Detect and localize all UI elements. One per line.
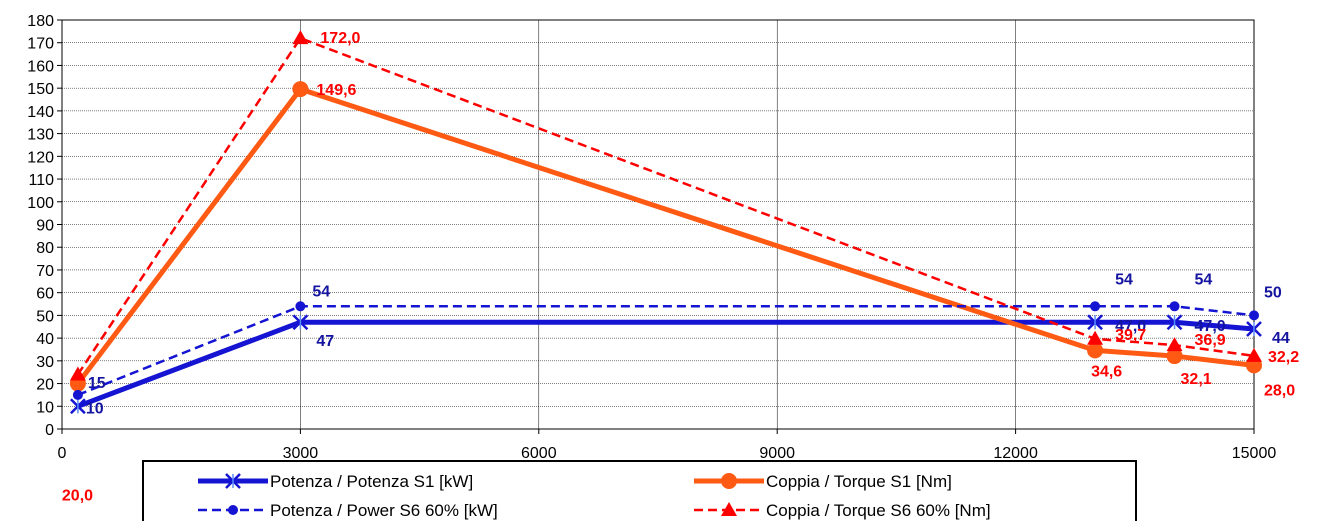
y-tick-label: 160 xyxy=(27,58,54,75)
data-label: 47 xyxy=(316,333,334,350)
x-tick-label: 15000 xyxy=(1232,445,1277,462)
y-tick-label: 110 xyxy=(28,172,54,189)
circle-marker xyxy=(721,473,737,489)
data-label: 47,0 xyxy=(1115,318,1146,335)
y-tick-label: 20 xyxy=(36,377,54,394)
x-tick-label: 6000 xyxy=(521,445,557,462)
dot-marker xyxy=(72,389,83,400)
data-label: 54 xyxy=(1195,271,1213,288)
y-tick-label: 70 xyxy=(36,263,54,280)
dot-marker xyxy=(228,505,238,515)
x-tick-label: 12000 xyxy=(993,445,1038,462)
data-label: 28,0 xyxy=(1264,382,1295,399)
data-label: 47,0 xyxy=(1195,318,1226,335)
dot-marker xyxy=(1249,310,1259,321)
data-label: 39,7 xyxy=(1115,327,1146,344)
dot-marker xyxy=(295,301,306,312)
legend-label: Potenza / Power S6 60% [kW] xyxy=(270,501,498,520)
gridlines xyxy=(62,20,1254,429)
y-tick-label: 10 xyxy=(36,399,54,416)
series-line xyxy=(77,305,1255,397)
triangle-marker xyxy=(69,366,86,381)
series-line xyxy=(77,319,1255,409)
circle-marker xyxy=(292,81,309,98)
y-tick-label: 90 xyxy=(36,218,54,235)
legend-box xyxy=(142,460,1137,521)
legend-label: Potenza / Potenza S1 [kW] xyxy=(270,472,473,491)
dot-marker xyxy=(1169,301,1180,312)
asterisk-marker xyxy=(225,473,241,489)
x-tick-label: 0 xyxy=(58,445,67,462)
triangle-marker xyxy=(721,502,737,516)
circle-marker xyxy=(1087,342,1104,359)
data-label: 44 xyxy=(1272,330,1290,347)
y-tick-label: 140 xyxy=(27,104,54,121)
y-tick-label: 120 xyxy=(27,149,54,166)
data-label: 54 xyxy=(1115,271,1133,288)
triangle-marker xyxy=(1087,330,1104,345)
y-tick-label: 60 xyxy=(36,286,54,303)
y-tick-label: 100 xyxy=(27,195,54,212)
axes: 0102030405060708090100110120130140150160… xyxy=(27,13,1276,462)
data-label: 32,2 xyxy=(1268,349,1299,366)
y-tick-label: 40 xyxy=(36,331,54,348)
circle-marker xyxy=(1166,348,1183,365)
series-group xyxy=(69,30,1262,415)
data-label: 149,6 xyxy=(316,82,356,99)
data-label: 32,1 xyxy=(1181,371,1212,388)
legend-label: Coppia / Torque S1 [Nm] xyxy=(766,472,952,491)
data-label: 172,0 xyxy=(320,30,360,47)
data-label: 20,0 xyxy=(62,487,93,504)
data-labels: 10 47 47,0 47,0 44 149,6 34,6 32,1 28,0 15 54 54 54 5… xyxy=(62,30,1299,504)
data-label: 10 xyxy=(86,400,104,417)
asterisk-marker xyxy=(1087,314,1103,331)
triangle-marker xyxy=(1166,337,1183,352)
triangle-marker xyxy=(292,30,309,45)
legend: Potenza / Potenza S1 [kW] Coppia / Torque… xyxy=(142,460,1137,521)
y-tick-label: 170 xyxy=(27,36,54,53)
data-label: 50 xyxy=(1264,284,1282,301)
legend-label: Coppia / Torque S6 60% [Nm] xyxy=(766,501,991,520)
y-tick-label: 30 xyxy=(36,354,54,371)
asterisk-marker xyxy=(292,314,309,331)
data-label: 54 xyxy=(312,283,330,300)
y-tick-label: 130 xyxy=(27,127,54,144)
asterisk-marker xyxy=(70,398,86,415)
y-tick-label: 80 xyxy=(36,240,54,257)
asterisk-marker xyxy=(1166,314,1183,331)
y-tick-label: 150 xyxy=(27,81,54,98)
y-tick-label: 50 xyxy=(36,308,54,325)
x-tick-label: 3000 xyxy=(283,445,319,462)
y-tick-label: 180 xyxy=(27,13,54,30)
data-label: 36,9 xyxy=(1195,332,1226,349)
y-tick-label: 0 xyxy=(45,422,54,439)
dot-marker xyxy=(1090,301,1101,312)
x-tick-label: 9000 xyxy=(759,445,795,462)
triangle-marker xyxy=(1246,347,1262,362)
data-label: 34,6 xyxy=(1091,363,1122,380)
asterisk-marker xyxy=(1246,321,1262,337)
data-label: 15 xyxy=(88,375,106,392)
